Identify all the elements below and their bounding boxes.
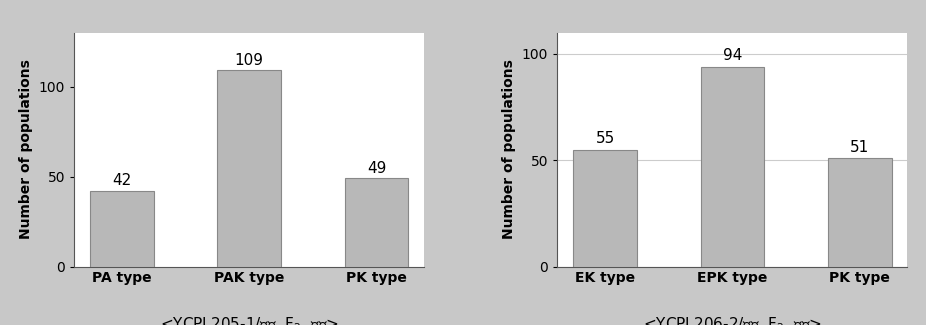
Text: 109: 109 bbox=[234, 53, 264, 68]
Text: <YCPL205-1/남천  F$_2$  집단>: <YCPL205-1/남천 F$_2$ 집단> bbox=[159, 315, 339, 325]
Text: 51: 51 bbox=[850, 140, 870, 155]
Y-axis label: Number of populations: Number of populations bbox=[502, 59, 517, 240]
Text: <YCPL206-2/남천  F$_2$  집단>: <YCPL206-2/남천 F$_2$ 집단> bbox=[643, 315, 822, 325]
Text: 55: 55 bbox=[595, 131, 615, 146]
Bar bbox=[218, 70, 281, 266]
Bar bbox=[90, 191, 154, 266]
Text: 49: 49 bbox=[367, 161, 386, 176]
Bar bbox=[828, 158, 892, 266]
Text: 94: 94 bbox=[722, 48, 742, 63]
Text: 42: 42 bbox=[112, 173, 131, 188]
Bar bbox=[344, 178, 408, 266]
Y-axis label: Number of populations: Number of populations bbox=[19, 59, 33, 240]
Bar bbox=[573, 150, 637, 266]
Bar bbox=[701, 67, 764, 266]
